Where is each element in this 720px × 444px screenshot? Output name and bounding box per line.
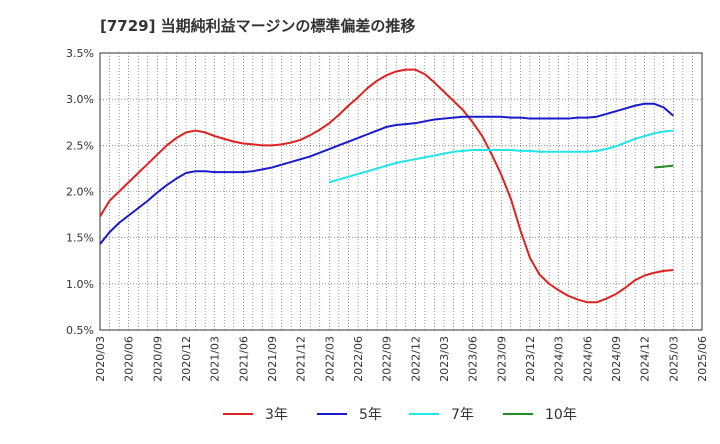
- series-line-3: [329, 129, 674, 184]
- series-line-2: [99, 102, 674, 245]
- x-tick-label: 2021/09: [266, 336, 279, 382]
- x-tick-label: 2020/09: [151, 336, 164, 382]
- x-tick-label: 2025/03: [667, 336, 680, 382]
- legend-label-2: 5年: [359, 407, 382, 423]
- x-tick-label: 2020/12: [180, 336, 193, 382]
- series-line-4: [654, 164, 674, 169]
- x-tick-label: 2022/03: [323, 336, 336, 382]
- x-tick-label: 2020/03: [94, 336, 107, 382]
- y-tick-label: 2.0%: [66, 186, 94, 199]
- x-tick-label: 2023/03: [438, 336, 451, 382]
- x-tick-label: 2023/09: [495, 336, 508, 382]
- x-tick-label: 2021/06: [237, 336, 250, 382]
- x-tick-label: 2020/06: [123, 336, 136, 382]
- axes: 0.5% 1.0% 1.5% 2.0% 2.5% 3.0% 3.5% 2020/03 2020/…: [66, 47, 709, 382]
- y-tick-label: 0.5%: [66, 324, 94, 337]
- y-tick-label: 1.0%: [66, 278, 94, 291]
- x-tick-label: 2023/06: [467, 336, 480, 382]
- x-tick-label: 2024/03: [553, 336, 566, 382]
- series-line-1: [99, 68, 674, 304]
- x-tick-label: 2022/12: [409, 336, 422, 382]
- x-tick-label: 2022/09: [381, 336, 394, 382]
- x-tick-label: 2021/03: [209, 336, 222, 382]
- x-tick-label: 2022/06: [352, 336, 365, 382]
- x-tick-label: 2024/06: [581, 336, 594, 382]
- y-tick-label: 2.5%: [66, 139, 94, 152]
- y-tick-label: 3.5%: [66, 47, 94, 60]
- x-tick-label: 2021/12: [295, 336, 308, 382]
- x-tick-label: 2024/12: [639, 336, 652, 382]
- y-tick-label: 3.0%: [66, 93, 94, 106]
- chart-title: [7729] 当期純利益マージンの標準偏差の推移: [100, 17, 415, 35]
- series: [99, 68, 674, 304]
- x-tick-label: 2023/12: [524, 336, 537, 382]
- legend: 3年 5年 7年 10年: [223, 407, 577, 423]
- x-tick-label: 2025/06: [696, 336, 709, 382]
- plot-border: [99, 52, 703, 331]
- legend-label-3: 7年: [451, 407, 474, 423]
- legend-label-1: 3年: [265, 407, 288, 423]
- y-tick-label: 1.5%: [66, 232, 94, 245]
- legend-label-4: 10年: [545, 407, 577, 423]
- grid: [100, 53, 702, 330]
- x-tick-label: 2024/09: [610, 336, 623, 382]
